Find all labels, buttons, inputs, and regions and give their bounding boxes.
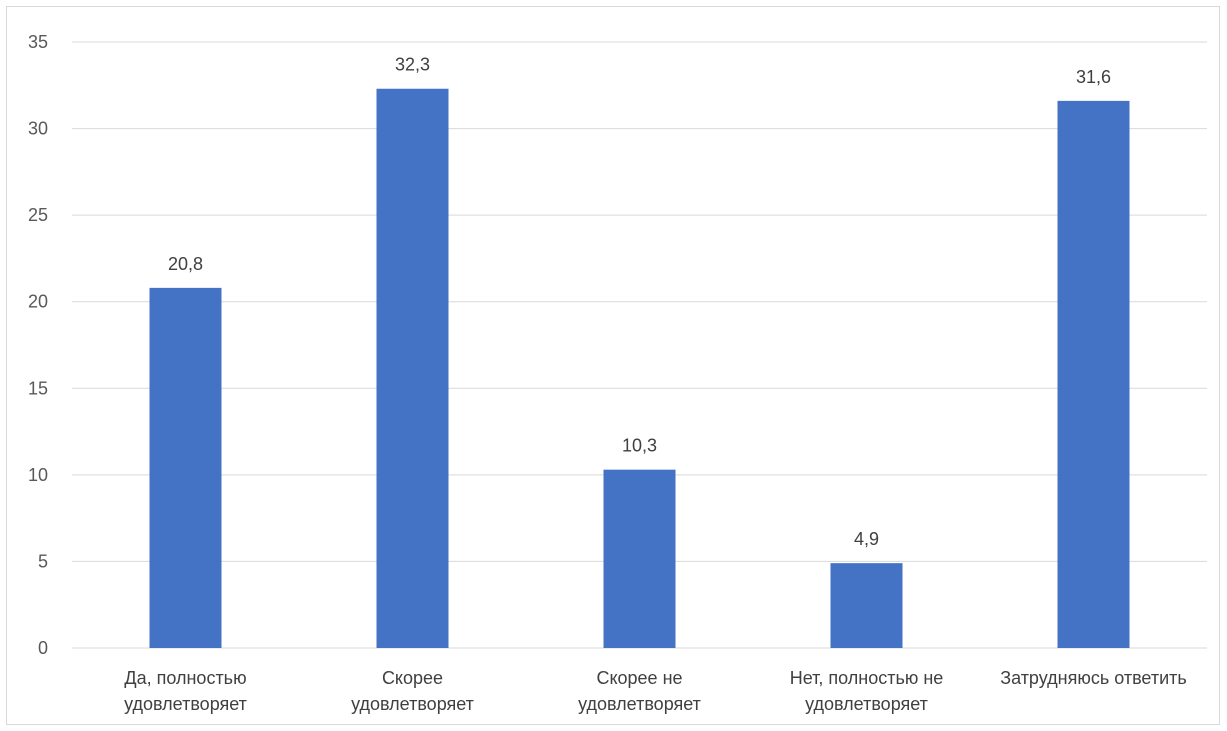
x-category-label: удовлетворяет: [124, 694, 247, 714]
bar: [149, 287, 222, 648]
x-category-label: Скорее не: [596, 668, 682, 688]
y-tick-label: 15: [28, 378, 48, 398]
x-category-label: Нет, полностью не: [790, 668, 944, 688]
data-label: 20,8: [168, 254, 203, 274]
y-axis-tick-labels: 0 5 10 15 20 25 30 35: [28, 32, 48, 658]
x-axis-category-labels: Да, полностью удовлетворяет Скорее удовлетв…: [124, 668, 1187, 714]
x-category-label: Да, полностью: [124, 668, 246, 688]
x-category-label: удовлетворяет: [805, 694, 928, 714]
data-label: 10,3: [622, 436, 657, 456]
x-category-label: удовлетворяет: [578, 694, 701, 714]
y-tick-label: 10: [28, 465, 48, 485]
bar: [376, 88, 449, 648]
bars: [149, 88, 1130, 648]
y-tick-label: 25: [28, 205, 48, 225]
data-label: 4,9: [854, 529, 879, 549]
data-label: 32,3: [395, 55, 430, 75]
x-category-label: удовлетворяет: [351, 694, 474, 714]
bar: [603, 469, 676, 648]
y-tick-label: 30: [28, 119, 48, 139]
data-label: 31,6: [1076, 67, 1111, 87]
bar: [830, 563, 903, 648]
x-category-label: Затрудняюсь ответить: [1000, 668, 1187, 688]
y-tick-label: 35: [28, 32, 48, 52]
gridlines: [72, 41, 1207, 649]
x-category-label: Скорее: [382, 668, 443, 688]
y-tick-label: 20: [28, 292, 48, 312]
data-labels: 20,8 32,3 10,3 4,9 31,6: [168, 55, 1111, 549]
y-tick-label: 5: [38, 551, 48, 571]
bar: [1057, 100, 1130, 648]
y-tick-label: 0: [38, 638, 48, 658]
